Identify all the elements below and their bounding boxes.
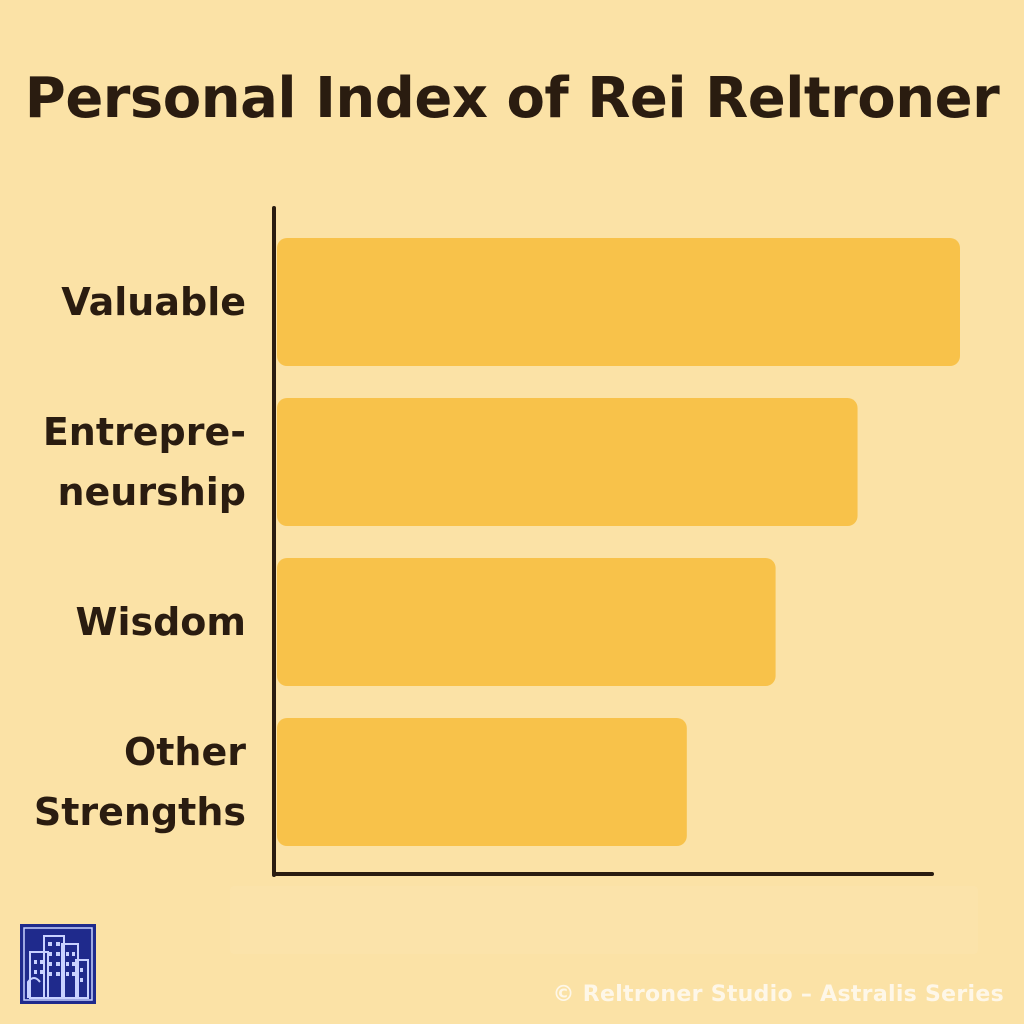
bar-2 xyxy=(277,558,776,686)
category-label-2: Wisdom xyxy=(76,600,246,644)
city-buildings-icon xyxy=(20,924,96,1004)
category-label-3-line-1: Strengths xyxy=(34,790,246,834)
bars-group xyxy=(277,238,960,846)
bar-3 xyxy=(277,718,687,846)
category-label-3-line-0: Other xyxy=(124,730,246,774)
bar-0 xyxy=(277,238,960,366)
category-label-1-line-0: Entrepre- xyxy=(43,410,246,454)
chart-title: Personal Index of Rei Reltroner xyxy=(24,66,1000,131)
footer-band xyxy=(230,886,978,954)
bar-1 xyxy=(277,398,858,526)
category-labels: Valuable Entrepre-neurship Wisdom Other Stre… xyxy=(34,280,246,834)
copyright-credit: © Reltroner Studio – Astralis Series xyxy=(552,982,1004,1007)
category-label-0: Valuable xyxy=(61,280,246,324)
category-label-1-line-1: neurship xyxy=(57,470,246,514)
